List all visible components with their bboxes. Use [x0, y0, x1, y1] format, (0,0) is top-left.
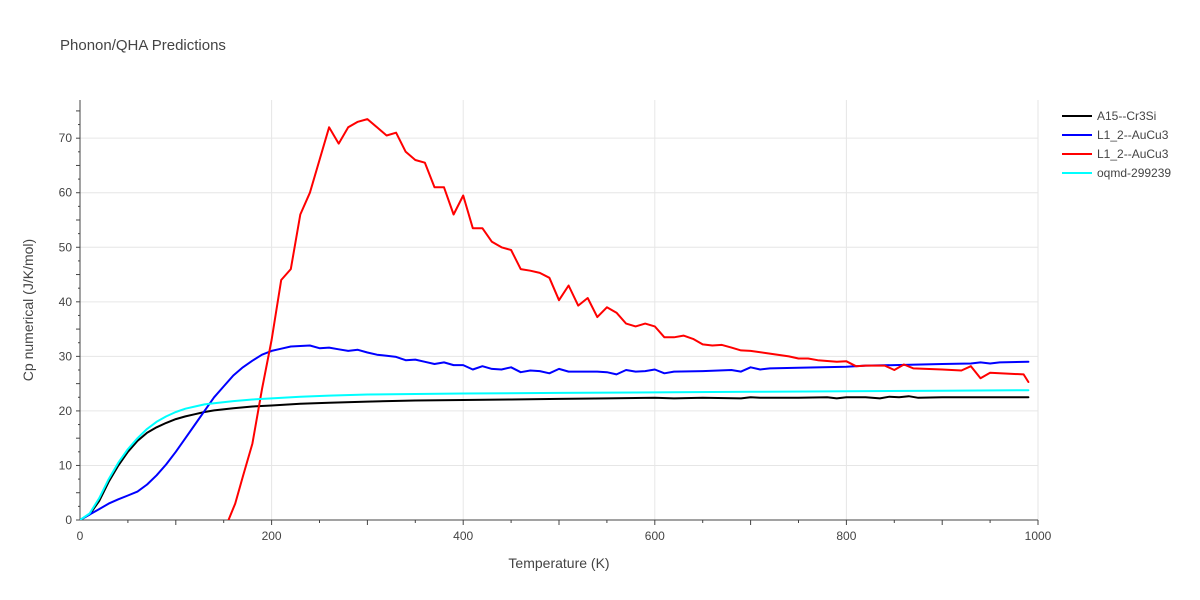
y-tick-label: 60: [59, 186, 73, 200]
x-axis-label: Temperature (K): [508, 555, 609, 571]
x-tick-label: 800: [836, 529, 856, 543]
legend-label: A15--Cr3Si: [1097, 109, 1156, 123]
chart-title: Phonon/QHA Predictions: [60, 37, 226, 54]
legend-label: L1_2--AuCu3: [1097, 128, 1169, 142]
series-line-2: [227, 118, 1030, 520]
series-line-1: [80, 344, 1030, 520]
y-axis-label: Cp numerical (J/K/mol): [20, 239, 36, 381]
x-tick-label: 0: [77, 529, 84, 543]
plot-area: [80, 118, 1030, 520]
y-tick-label: 70: [59, 131, 73, 145]
series-line-0: [80, 395, 1030, 520]
grid: [80, 100, 1039, 520]
y-tick-label: 50: [59, 240, 73, 254]
x-tick-label: 400: [453, 529, 473, 543]
x-tick-label: 200: [262, 529, 282, 543]
y-tick-label: 40: [59, 295, 73, 309]
legend-label: L1_2--AuCu3: [1097, 147, 1169, 161]
series-line-3: [80, 389, 1030, 520]
axes: [76, 100, 1039, 525]
y-tick-label: 30: [59, 349, 73, 363]
legend-label: oqmd-299239: [1097, 166, 1171, 180]
legend: A15--Cr3Si L1_2--AuCu3 L1_2--AuCu3 oqmd-299…: [1062, 109, 1171, 180]
x-tick-label: 1000: [1025, 529, 1052, 543]
y-tick-label: 10: [59, 458, 73, 472]
tick-labels: 0 200 400 600 800 1000 0 10 20 30 40 50 60 70: [59, 131, 1052, 543]
x-tick-label: 600: [645, 529, 665, 543]
y-tick-label: 0: [65, 513, 72, 527]
y-tick-label: 20: [59, 404, 73, 418]
